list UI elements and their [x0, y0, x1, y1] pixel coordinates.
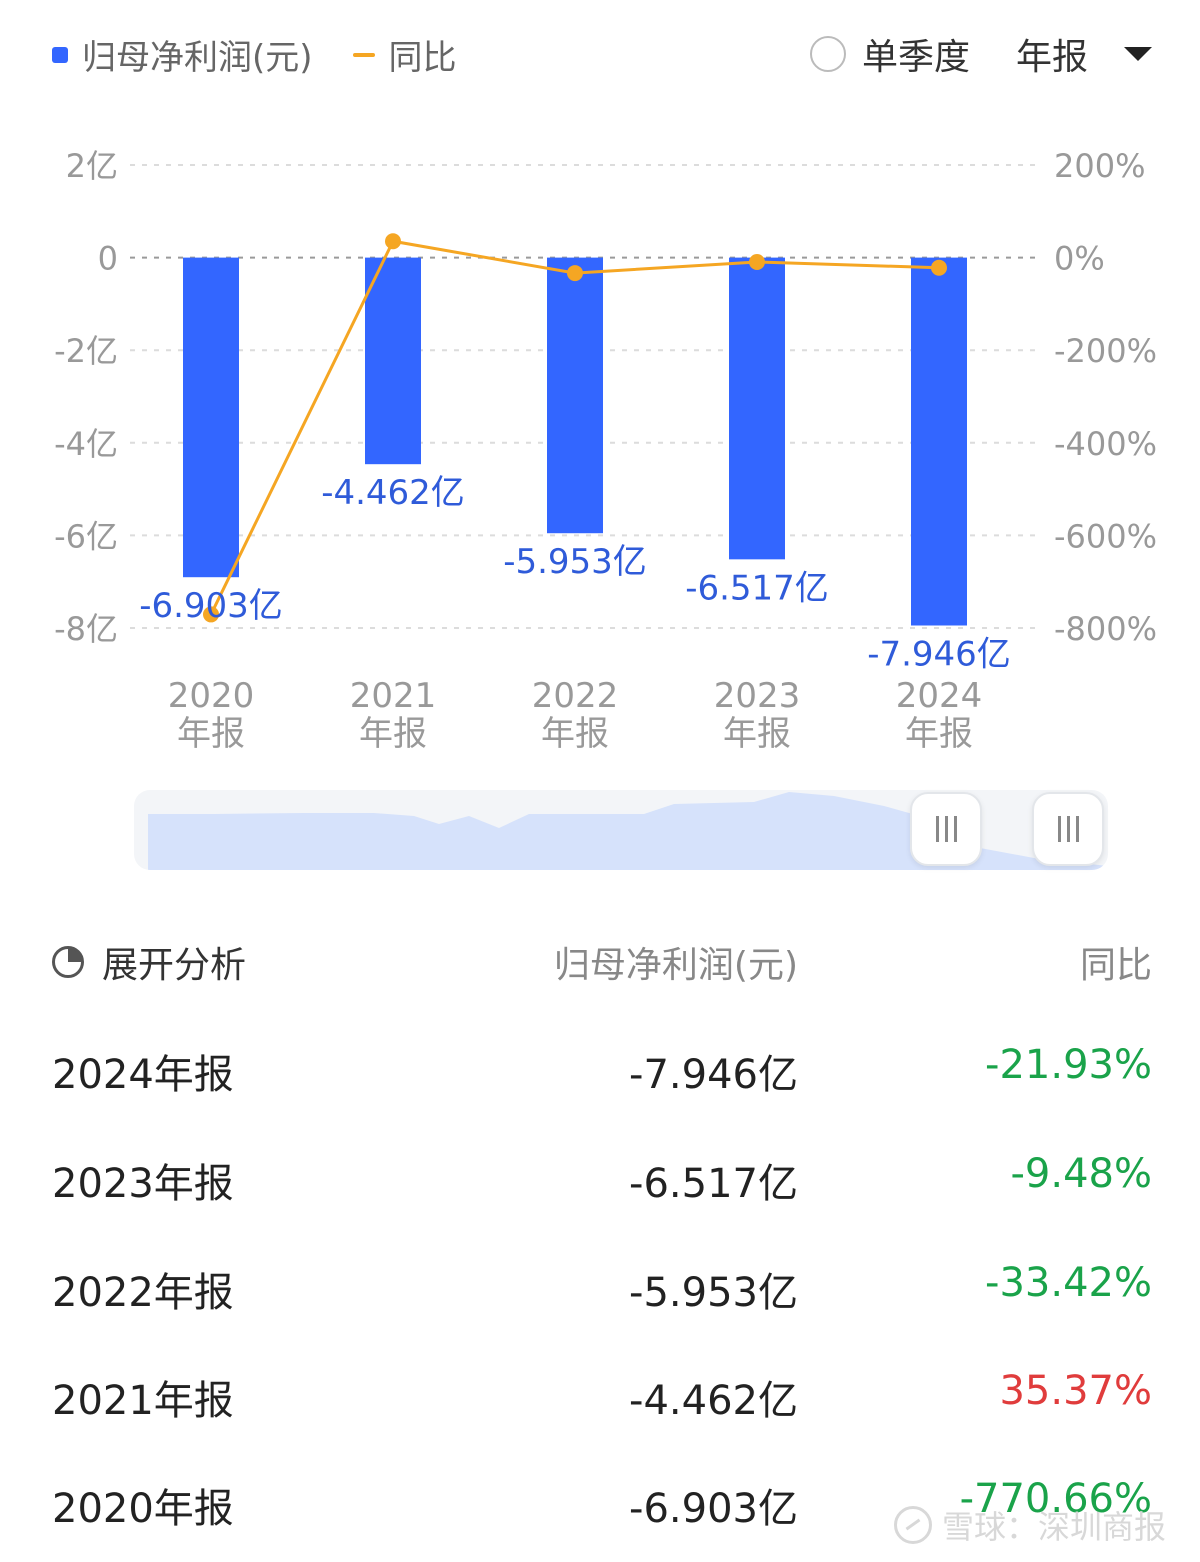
x-tick-period: 年报: [723, 714, 791, 754]
x-tick-period: 年报: [359, 714, 427, 754]
line-swatch-icon: [352, 52, 375, 57]
bar-data-labels: -6.903亿 -4.462亿 -5.953亿 -6.517亿 -7.946亿: [139, 473, 1011, 674]
period-controls: 单季度 年报: [809, 28, 1152, 80]
yoy-column-header: 同比: [1079, 945, 1152, 986]
x-tick-period: 年报: [541, 714, 609, 754]
row-period: 2023年报: [52, 1161, 234, 1207]
left-tick-label: -4亿: [54, 425, 118, 463]
bar: [183, 257, 239, 578]
row-value: -7.946亿: [629, 1052, 798, 1098]
row-value: -6.903亿: [629, 1486, 798, 1532]
bar-data-label: -6.517亿: [685, 568, 829, 608]
quarter-radio[interactable]: [809, 36, 846, 72]
right-tick-label: -600%: [1054, 517, 1157, 555]
right-tick-label: 200%: [1054, 147, 1145, 185]
table-header: 展开分析 归母净利润(元) 同比: [52, 936, 1152, 986]
legend-item-net-profit[interactable]: 归母净利润(元): [52, 30, 313, 79]
x-tick-year: 2024: [896, 676, 983, 716]
yoy-point: [567, 265, 583, 282]
bar-data-label: -4.462亿: [321, 473, 465, 513]
table-row[interactable]: 2021年报 -4.462亿 35.37%: [52, 1368, 1152, 1428]
table-row[interactable]: 2023年报 -6.517亿 -9.48%: [52, 1151, 1152, 1211]
left-axis-ticks: 2亿 0 -2亿 -4亿 -6亿 -8亿: [54, 147, 118, 648]
row-yoy: -770.66%: [959, 1476, 1152, 1522]
legend-line-label: 同比: [388, 38, 457, 78]
expand-analysis-button[interactable]: 展开分析: [52, 936, 246, 988]
row-value: -6.517亿: [629, 1161, 798, 1207]
right-tick-label: -200%: [1054, 332, 1157, 370]
grip-icon: [935, 816, 957, 842]
value-column-header: 归母净利润(元): [553, 945, 798, 986]
legend-item-yoy[interactable]: 同比: [352, 30, 457, 79]
pie-chart-icon: [52, 946, 84, 978]
bar: [547, 257, 603, 534]
right-tick-label: 0%: [1054, 240, 1105, 278]
left-tick-label: -8亿: [54, 610, 118, 648]
right-tick-label: -400%: [1054, 425, 1157, 463]
row-period: 2024年报: [52, 1052, 234, 1098]
right-axis-ticks: 200% 0% -200% -400% -600% -800%: [1054, 147, 1157, 648]
x-tick-period: 年报: [177, 714, 245, 754]
row-yoy: -21.93%: [985, 1042, 1152, 1088]
x-tick-year: 2022: [532, 676, 619, 716]
watermark: 雪球：深圳商报: [893, 1502, 1166, 1548]
chevron-down-icon[interactable]: [1124, 47, 1152, 61]
slider-left-handle[interactable]: [910, 792, 982, 866]
x-tick-year: 2023: [714, 676, 801, 716]
row-period: 2021年报: [52, 1378, 234, 1424]
x-tick-year: 2021: [350, 676, 437, 716]
left-tick-label: -6亿: [54, 517, 118, 555]
bar: [729, 257, 785, 560]
bar-data-label: -6.903亿: [139, 586, 283, 626]
table-row[interactable]: 2022年报 -5.953亿 -33.42%: [52, 1260, 1152, 1320]
row-yoy: -33.42%: [985, 1260, 1152, 1306]
left-tick-label: 2亿: [66, 147, 118, 185]
row-value: -5.953亿: [629, 1270, 798, 1316]
yoy-point: [203, 606, 219, 623]
grid-lines: [130, 164, 1040, 629]
yoy-point: [749, 253, 765, 270]
legend-bar-label: 归母净利润(元): [82, 38, 313, 78]
row-period: 2020年报: [52, 1486, 234, 1532]
right-tick-label: -800%: [1054, 610, 1157, 648]
net-profit-chart: 2亿 0 -2亿 -4亿 -6亿 -8亿 200% 0% -200% -400% -600% -80…: [54, 147, 1157, 754]
row-period: 2022年报: [52, 1270, 234, 1316]
left-tick-label: -2亿: [54, 332, 118, 370]
bar-data-label: -5.953亿: [503, 542, 647, 582]
quarter-label[interactable]: 单季度: [861, 37, 970, 78]
left-tick-label: 0: [98, 240, 118, 278]
x-tick-period: 年报: [905, 714, 973, 754]
snowball-logo-icon: [893, 1506, 932, 1544]
bar-swatch-icon: [52, 46, 68, 63]
slider-preview-area: [148, 792, 1108, 870]
row-value: -4.462亿: [629, 1378, 798, 1424]
bar: [911, 257, 967, 626]
grip-icon: [1057, 816, 1079, 842]
yoy-point: [385, 233, 401, 250]
table-row[interactable]: 2020年报 -6.903亿 -770.66%: [52, 1476, 1152, 1536]
chart-legend: 归母净利润(元) 同比: [52, 30, 497, 79]
watermark-text: 雪球：深圳商报: [941, 1508, 1166, 1546]
slider-right-handle[interactable]: [1032, 792, 1104, 866]
yoy-point: [931, 259, 947, 276]
period-select-value[interactable]: 年报: [1015, 37, 1088, 78]
table-row[interactable]: 2024年报 -7.946亿 -21.93%: [52, 1042, 1152, 1102]
bar-data-label: -7.946亿: [867, 634, 1011, 674]
row-yoy: -9.48%: [1010, 1151, 1152, 1197]
bar: [365, 257, 421, 465]
row-yoy: 35.37%: [999, 1368, 1152, 1414]
expand-analysis-label: 展开分析: [102, 945, 247, 986]
x-tick-year: 2020: [168, 676, 255, 716]
yoy-line-series: [203, 233, 947, 623]
bar-series: [183, 257, 967, 626]
